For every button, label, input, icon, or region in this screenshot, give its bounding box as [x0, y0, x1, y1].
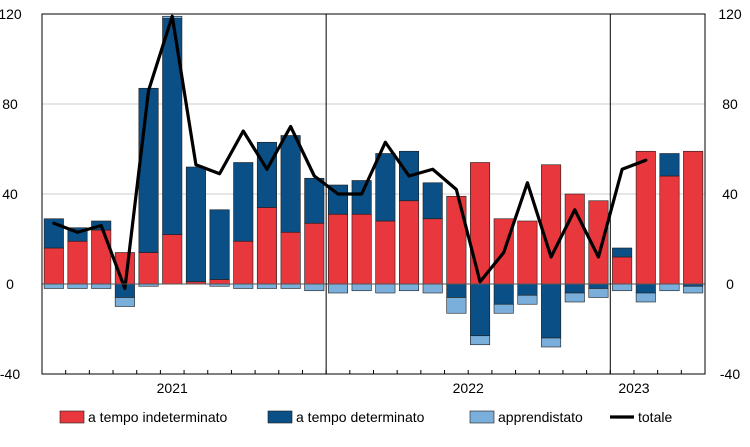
bar-determinato-2021-02 [209, 209, 230, 280]
bar-determinato-2021-04 [256, 141, 277, 208]
y-tick-right-120: 120 [718, 6, 742, 22]
bar-indeterminato-2022-04 [541, 164, 562, 285]
bar-determinato-2022-08 [635, 283, 656, 294]
bar-apprendistato-2021-05 [280, 283, 301, 289]
bar-determinato-2021-06 [304, 177, 325, 224]
bar-indeterminato-2021-06 [304, 222, 325, 285]
bars-group [43, 15, 704, 348]
bar-apprendistato-2020-08 [67, 283, 88, 289]
legend: a tempo indeterminato a tempo determinato… [59, 409, 672, 425]
legend-label-1: a tempo determinato [296, 409, 425, 425]
bar-determinato-2022-01 [470, 283, 491, 337]
bar-apprendistato-2021-09 [375, 283, 396, 294]
bar-indeterminato-2022-10 [683, 150, 704, 285]
bar-apprendistato-2022-08 [635, 292, 656, 303]
bar-indeterminato-2021-11 [422, 218, 443, 285]
bar-indeterminato-2022-07 [612, 256, 633, 285]
totale-line-group [52, 14, 648, 291]
y-tick-right--40: -40 [720, 366, 740, 382]
bar-determinato-2022-04 [541, 283, 562, 339]
bar-apprendistato-2022-07 [612, 283, 633, 292]
y-tick-left-40: 40 [2, 186, 18, 202]
bar-indeterminato-2020-11 [138, 252, 159, 285]
y-tick-right-40: 40 [722, 186, 738, 202]
bar-determinato-2022-02 [493, 283, 514, 305]
y-tick-left--40: -40 [0, 366, 20, 382]
totale-line [52, 14, 648, 291]
bar-indeterminato-2020-08 [67, 240, 88, 285]
y-tick-right-0: 0 [726, 276, 734, 292]
bar-determinato-2021-11 [422, 182, 443, 220]
bar-determinato-2021-01 [185, 166, 206, 283]
bar-indeterminato-2021-12 [446, 195, 467, 285]
legend-label-0: a tempo indeterminato [88, 409, 228, 425]
bar-apprendistato-2021-04 [256, 283, 277, 289]
bar-apprendistato-2022-03 [517, 294, 538, 305]
legend-label-3: totale [638, 409, 672, 425]
legend-swatch-0 [59, 410, 85, 424]
bar-apprendistato-2022-04 [541, 337, 562, 348]
bar-determinato-2022-03 [517, 283, 538, 296]
bar-indeterminato-2022-08 [635, 150, 656, 285]
bar-indeterminato-2020-12 [162, 234, 183, 285]
y-tick-left-120: 120 [0, 6, 22, 22]
bar-apprendistato-2021-10 [399, 283, 420, 292]
y-tick-left-80: 80 [2, 96, 18, 112]
bar-apprendistato-2021-11 [422, 283, 443, 294]
bar-indeterminato-2021-07 [327, 213, 348, 285]
bar-determinato-2022-05 [564, 283, 585, 294]
bar-apprendistato-2022-05 [564, 292, 585, 303]
bar-indeterminato-2021-04 [256, 207, 277, 285]
bar-indeterminato-2022-01 [470, 162, 491, 285]
bar-apprendistato-2022-01 [470, 335, 491, 346]
bar-determinato-2021-08 [351, 180, 372, 215]
bar-indeterminato-2022-03 [517, 220, 538, 285]
bar-indeterminato-2020-07 [43, 247, 64, 285]
x-year-label-2022: 2022 [453, 380, 484, 396]
legend-label-2: apprendistato [498, 409, 583, 425]
bar-indeterminato-2022-05 [564, 193, 585, 285]
y-tick-left-0: 0 [6, 276, 14, 292]
bar-indeterminato-2021-03 [233, 240, 254, 285]
bar-apprendistato-2021-03 [233, 283, 254, 289]
bar-apprendistato-2020-10 [114, 297, 135, 307]
bar-determinato-2021-12 [446, 283, 467, 298]
bar-apprendistato-2021-08 [351, 283, 372, 292]
bar-indeterminato-2021-10 [399, 200, 420, 285]
bar-apprendistato-2022-06 [588, 288, 609, 298]
bar-apprendistato-2021-06 [304, 283, 325, 292]
bar-determinato-2020-11 [138, 87, 159, 253]
bar-apprendistato-2020-09 [91, 283, 112, 289]
bar-apprendistato-2022-02 [493, 303, 514, 314]
bar-indeterminato-2021-09 [375, 220, 396, 285]
x-year-label-2021: 2021 [157, 380, 188, 396]
bar-indeterminato-2022-09 [659, 175, 680, 285]
legend-swatch-2 [469, 410, 495, 424]
bar-determinato-2021-09 [375, 153, 396, 222]
bar-apprendistato-2020-07 [43, 283, 64, 289]
bar-determinato-2022-07 [612, 247, 633, 258]
legend-swatch-1 [267, 410, 293, 424]
bar-indeterminato-2021-08 [351, 213, 372, 285]
bar-apprendistato-2022-10 [683, 285, 704, 294]
y-tick-right-80: 80 [722, 96, 738, 112]
bar-apprendistato-2022-09 [659, 283, 680, 292]
bar-apprendistato-2021-12 [446, 297, 467, 314]
bar-indeterminato-2021-02 [209, 279, 230, 285]
bar-determinato-2021-03 [233, 162, 254, 242]
bar-determinato-2022-06 [588, 283, 609, 289]
bar-indeterminato-2021-05 [280, 231, 301, 285]
bar-determinato-2021-05 [280, 135, 301, 233]
bar-indeterminato-2020-09 [91, 229, 112, 285]
bar-determinato-2022-09 [659, 153, 680, 177]
x-year-label-2023: 2023 [618, 380, 649, 396]
bar-apprendistato-2021-07 [327, 283, 348, 294]
axes-group: -40 -40 0 0 40 40 80 80 120 120 2021 2022 2023 [0, 6, 742, 396]
